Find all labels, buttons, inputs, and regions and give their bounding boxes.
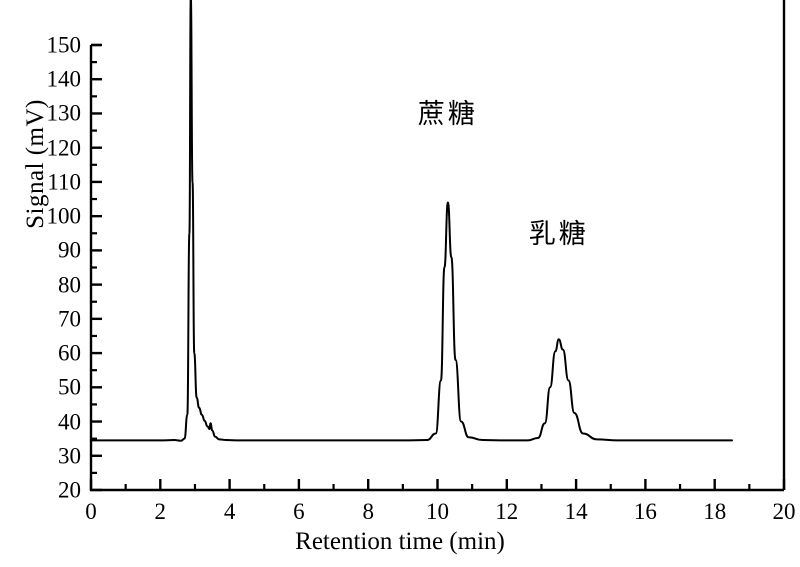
- x-tick-label: 18: [703, 499, 727, 524]
- x-tick-label: 10: [426, 499, 449, 524]
- x-tick-label: 6: [293, 499, 305, 524]
- x-tick-label: 2: [154, 499, 167, 524]
- peak-annotation-sucrose: 蔗糖: [417, 99, 478, 131]
- x-tick-label: 16: [633, 499, 657, 524]
- x-axis-title: Retention time (min): [0, 528, 800, 556]
- y-tick-label: 100: [46, 203, 82, 229]
- x-tick-label: 8: [362, 499, 374, 524]
- y-tick-label: 80: [58, 272, 81, 298]
- y-tick-label: 120: [46, 135, 82, 161]
- y-tick-label: 130: [46, 100, 82, 126]
- y-tick-label: 90: [58, 237, 81, 263]
- y-tick-label: 20: [58, 477, 81, 503]
- peak-annotation-lactose: 乳糖: [528, 218, 589, 250]
- y-tick-label: 140: [46, 66, 82, 92]
- x-axis-title-text: Retention time (min): [295, 528, 505, 555]
- y-tick-label: 150: [46, 32, 82, 58]
- y-tick-label: 50: [58, 374, 81, 400]
- x-tick-label: 0: [85, 499, 97, 524]
- axes-layer: [89, 0, 786, 492]
- y-tick-label: 70: [58, 306, 81, 332]
- y-tick-label: 30: [58, 443, 81, 469]
- y-tick-label: 40: [58, 409, 81, 435]
- trace-layer: [91, 0, 734, 442]
- x-tick-label: 14: [564, 499, 588, 524]
- y-tick-label: 60: [58, 340, 81, 366]
- x-tick-label: 12: [495, 499, 519, 524]
- y-tick-label: 110: [47, 169, 81, 195]
- x-tick-label: 4: [223, 499, 236, 524]
- x-tick-label: 20: [772, 499, 796, 524]
